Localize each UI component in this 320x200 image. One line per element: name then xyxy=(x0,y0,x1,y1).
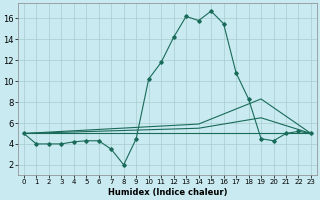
X-axis label: Humidex (Indice chaleur): Humidex (Indice chaleur) xyxy=(108,188,227,197)
